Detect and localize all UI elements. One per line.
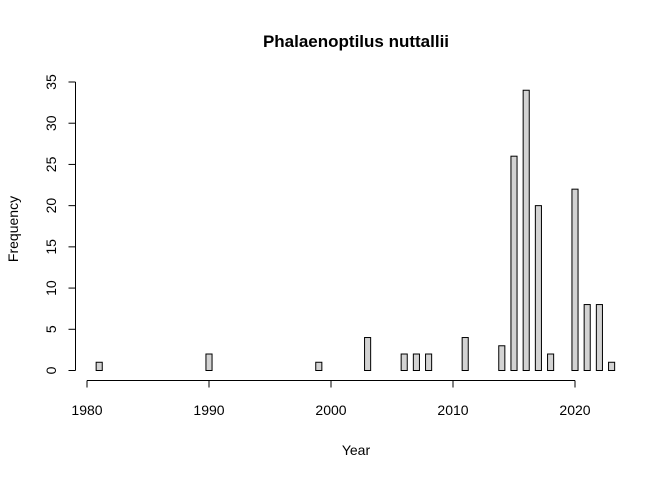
bar-1999 — [315, 361, 323, 372]
bar-2021 — [583, 304, 591, 371]
bar-2020 — [571, 188, 579, 371]
bar-2006 — [400, 353, 408, 372]
y-tick-label-25: 25 — [43, 156, 59, 172]
chart-title: Phalaenoptilus nuttallii — [263, 32, 449, 51]
y-tick-label-5: 5 — [43, 325, 59, 333]
y-tick-label-20: 20 — [43, 198, 59, 214]
x-tick-label-2010: 2010 — [437, 402, 468, 418]
bar-2003 — [364, 337, 372, 371]
bar-2011 — [461, 337, 469, 371]
x-axis: 1980 1990 2000 2010 2020 — [71, 380, 591, 418]
x-tick-label-1990: 1990 — [193, 402, 224, 418]
y-tick-label-10: 10 — [43, 280, 59, 296]
y-tick-label-0: 0 — [43, 366, 59, 374]
y-tick-label-30: 30 — [43, 115, 59, 131]
bar-2008 — [425, 353, 433, 372]
bar-2014 — [498, 345, 506, 371]
bar-2016 — [522, 89, 530, 372]
bar-2022 — [595, 304, 603, 371]
x-tick-label-2000: 2000 — [315, 402, 346, 418]
bar-1990 — [205, 353, 213, 372]
bar-1981 — [95, 361, 103, 372]
bar-2017 — [534, 205, 542, 371]
bar-2015 — [510, 155, 518, 371]
bar-2018 — [547, 353, 555, 372]
x-axis-label: Year — [342, 442, 371, 458]
y-axis: 0 5 10 15 20 25 30 35 — [43, 74, 76, 374]
x-tick-label-1980: 1980 — [71, 402, 102, 418]
bar-2007 — [412, 353, 420, 372]
y-axis-label: Frequency — [5, 196, 21, 262]
bar-2023 — [608, 361, 616, 372]
y-tick-label-35: 35 — [43, 74, 59, 90]
y-tick-label-15: 15 — [43, 239, 59, 255]
x-tick-label-2020: 2020 — [559, 402, 590, 418]
bars-group — [95, 89, 616, 372]
